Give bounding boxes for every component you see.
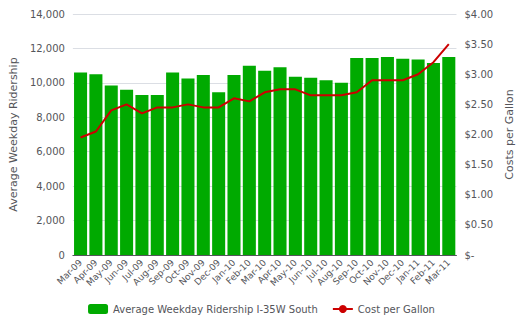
svg-text:Costs per Gallon: Costs per Gallon — [503, 89, 516, 180]
svg-text:Apr-10: Apr-10 — [255, 257, 284, 286]
svg-text:Oct-09: Oct-09 — [163, 257, 192, 286]
svg-text:Nov-09: Nov-09 — [177, 257, 207, 288]
svg-text:Jun-10: Jun-10 — [286, 257, 315, 285]
svg-text:14,000: 14,000 — [30, 9, 65, 20]
svg-text:6,000: 6,000 — [36, 146, 65, 157]
svg-text:$1.00: $1.00 — [464, 189, 493, 200]
svg-text:$3.50: $3.50 — [464, 39, 493, 50]
svg-text:Jul-10: Jul-10 — [304, 257, 330, 283]
svg-text:Dec-09: Dec-09 — [192, 257, 223, 288]
svg-text:Nov-10: Nov-10 — [361, 257, 391, 288]
svg-text:Sep-10: Sep-10 — [330, 257, 361, 287]
svg-text:Jan-11: Jan-11 — [394, 257, 422, 285]
svg-text:Dec-10: Dec-10 — [376, 257, 407, 288]
svg-text:$4.00: $4.00 — [464, 9, 493, 20]
svg-text:8,000: 8,000 — [36, 112, 65, 123]
svg-text:Mar-09: Mar-09 — [55, 257, 85, 287]
svg-text:Mar-11: Mar-11 — [423, 257, 452, 286]
svg-text:2,000: 2,000 — [36, 215, 65, 226]
svg-text:Average Weekday Ridership I-35: Average Weekday Ridership I-35W South — [113, 304, 318, 315]
svg-text:May-10: May-10 — [268, 257, 299, 288]
svg-text:Feb-10: Feb-10 — [224, 257, 253, 287]
svg-text:Aug-10: Aug-10 — [315, 257, 345, 288]
svg-text:Sep-09: Sep-09 — [146, 257, 177, 287]
svg-text:Jul-09: Jul-09 — [120, 257, 146, 283]
svg-text:$0.50: $0.50 — [464, 219, 493, 230]
svg-text:12,000: 12,000 — [30, 43, 65, 54]
svg-text:Oct-10: Oct-10 — [347, 257, 376, 286]
svg-text:$-: $- — [464, 250, 474, 261]
svg-text:Average Weekday Ridership: Average Weekday Ridership — [7, 57, 20, 211]
svg-text:$3.00: $3.00 — [464, 69, 493, 80]
svg-text:May-09: May-09 — [84, 257, 115, 288]
svg-text:0: 0 — [59, 250, 65, 261]
svg-text:10,000: 10,000 — [30, 77, 65, 88]
svg-text:Aug-09: Aug-09 — [131, 257, 161, 288]
svg-text:$2.00: $2.00 — [464, 129, 493, 140]
svg-text:Jan-10: Jan-10 — [210, 257, 238, 285]
svg-text:4,000: 4,000 — [36, 181, 65, 192]
svg-text:Apr-09: Apr-09 — [71, 257, 100, 286]
svg-text:Cost per Gallon: Cost per Gallon — [358, 304, 435, 315]
svg-text:Mar-10: Mar-10 — [239, 257, 269, 287]
svg-text:$2.50: $2.50 — [464, 99, 493, 110]
svg-text:Jun-09: Jun-09 — [102, 257, 131, 285]
svg-text:Feb-11: Feb-11 — [408, 257, 437, 287]
svg-text:$1.50: $1.50 — [464, 159, 493, 170]
